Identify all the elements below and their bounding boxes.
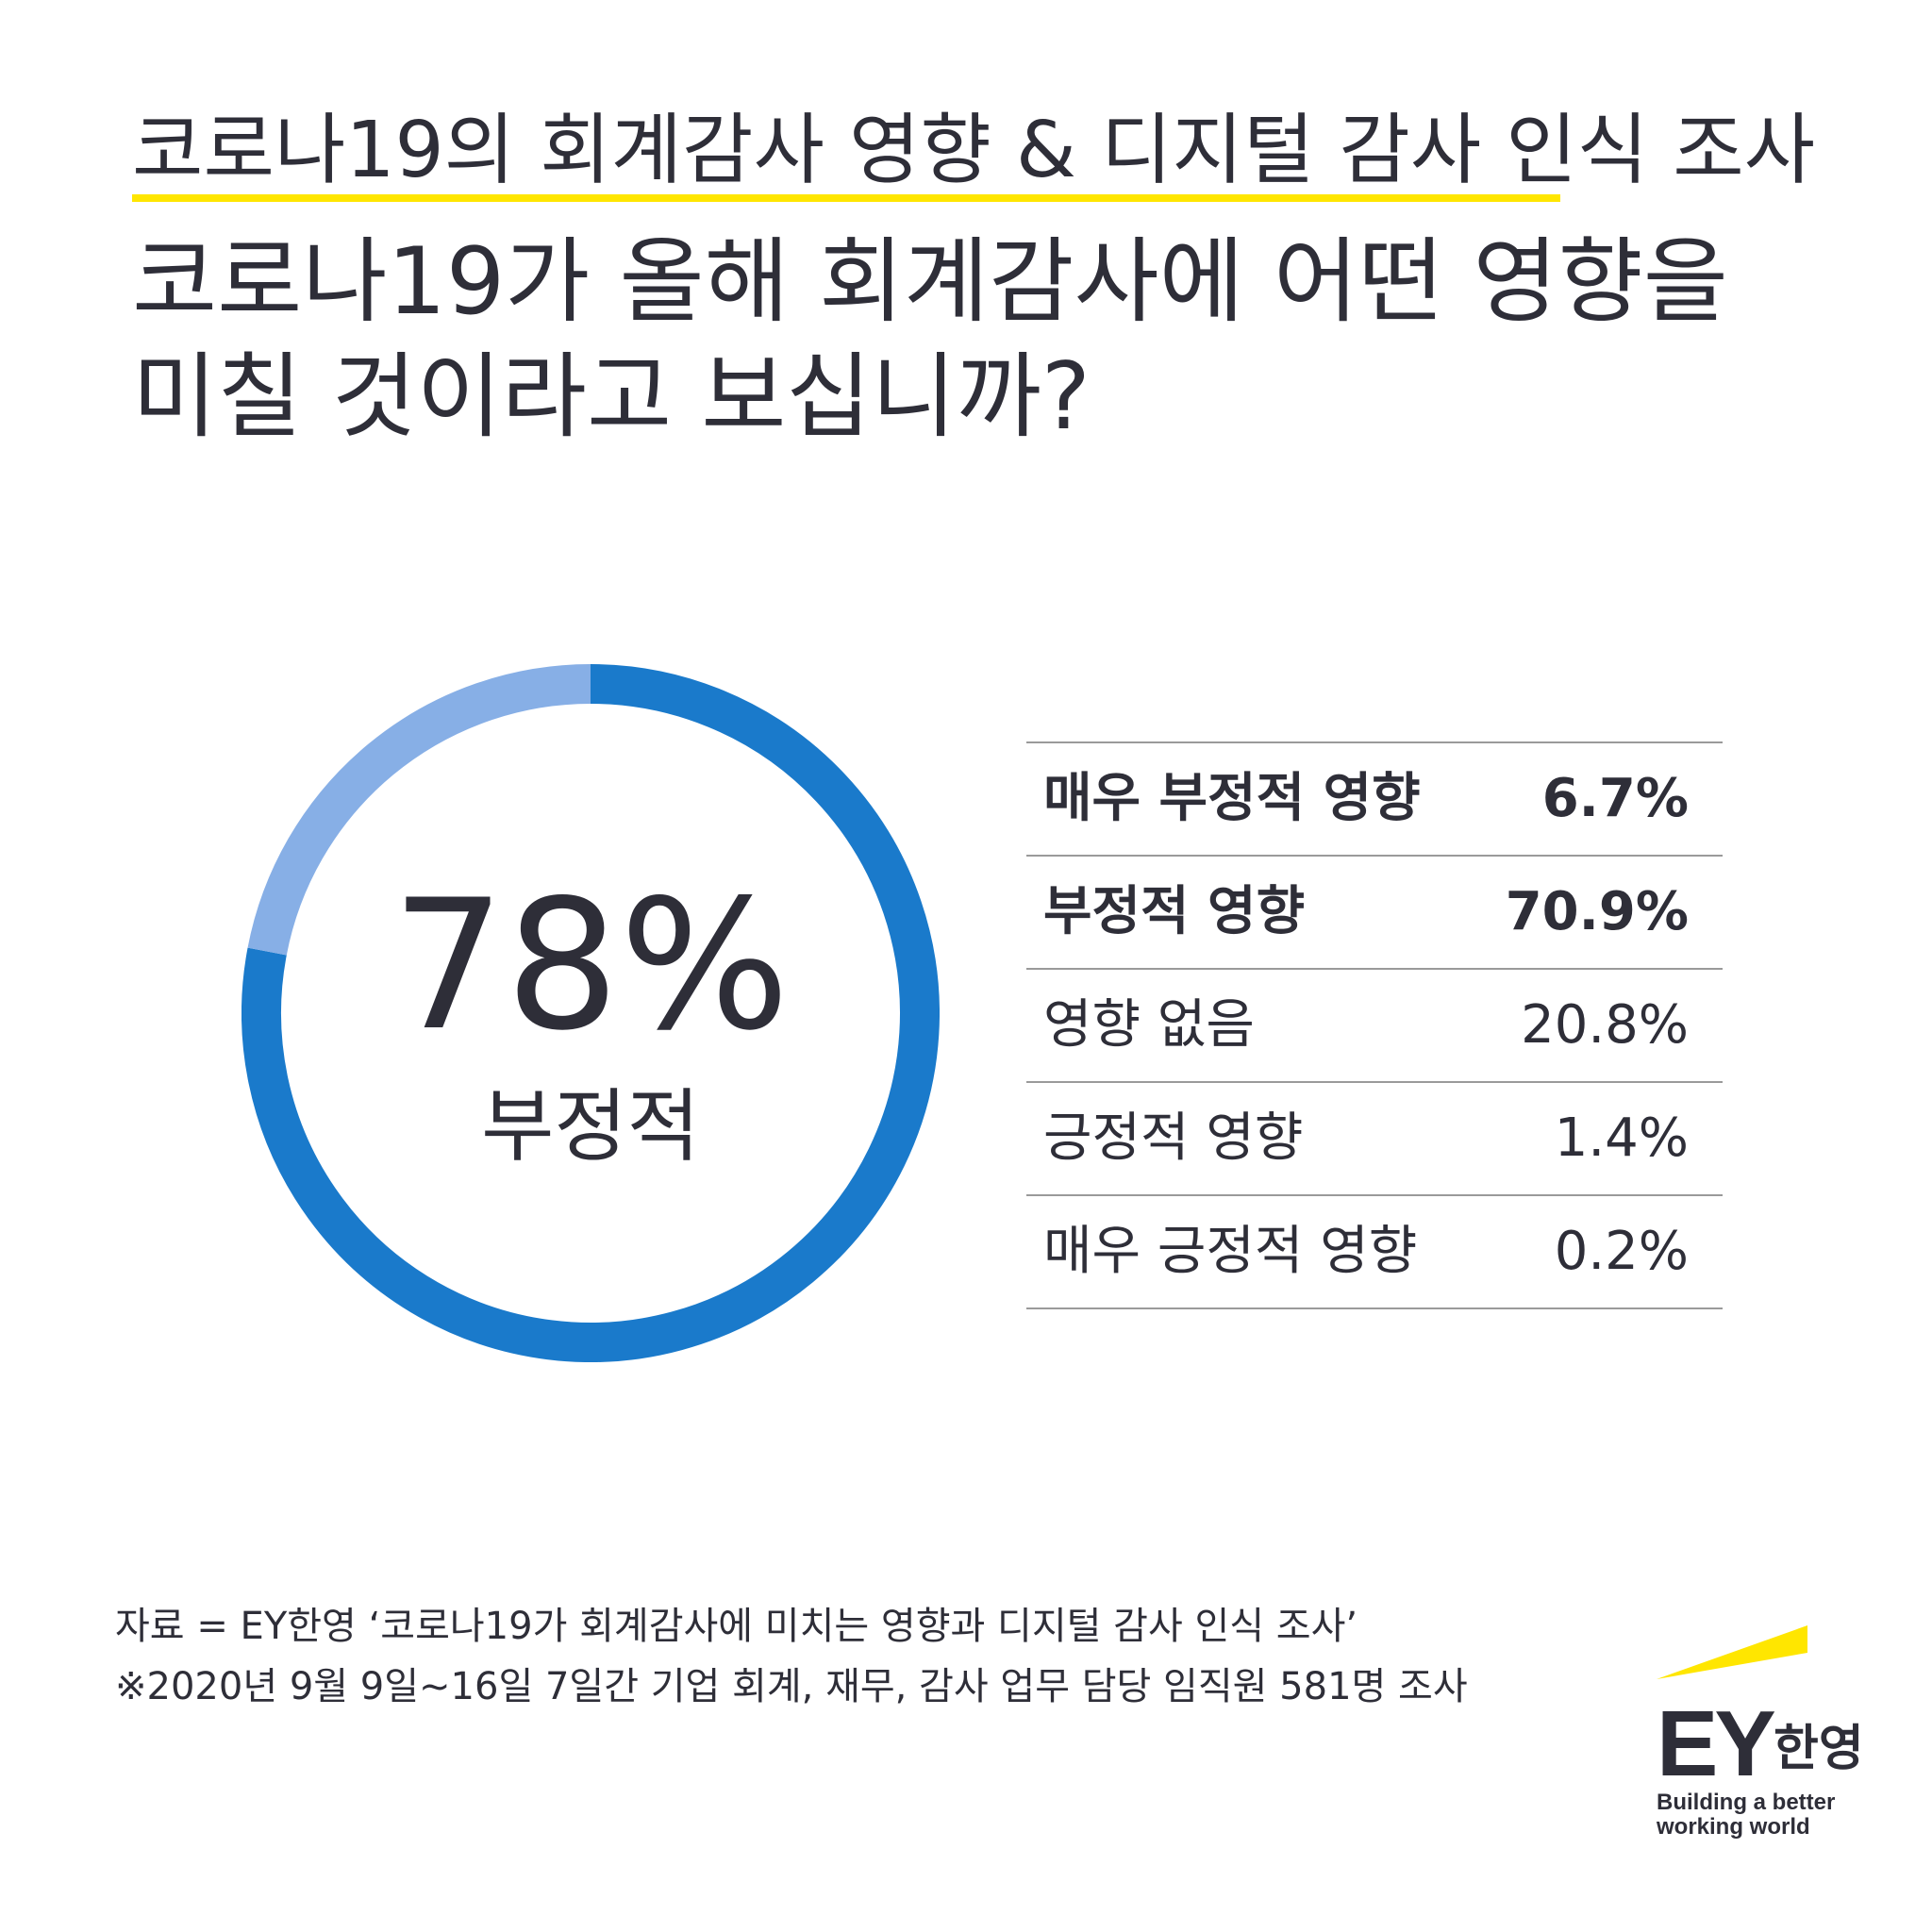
result-table: 매우 부정적 영향 6.7% 부정적 영향 70.9% 영향 없음 20.8% 긍정적 영향… <box>1026 741 1723 1309</box>
table-row: 긍정적 영향 1.4% <box>1026 1083 1723 1196</box>
row-label: 영향 없음 <box>1043 994 1255 1056</box>
footnote: 자료 = EY한영 ‘코로나19가 회계감사에 미치는 영향과 디지털 감사 인… <box>115 1596 1468 1717</box>
row-value: 20.8% <box>1521 994 1689 1056</box>
table-row: 영향 없음 20.8% <box>1026 970 1723 1083</box>
survey-note: ※2020년 9월 9일~16일 7일간 기업 회계, 재무, 감사 업무 담당… <box>115 1665 1468 1708</box>
page-title: 코로나19의 회계감사 영향 & 디지털 감사 인식 조사 <box>132 106 1816 195</box>
donut-svg <box>242 664 940 1362</box>
logo-tagline: Building a better working world <box>1657 1790 1883 1840</box>
row-value: 70.9% <box>1505 881 1689 942</box>
logo-tagline-line2: working world <box>1657 1814 1810 1840</box>
row-value: 0.2% <box>1554 1221 1689 1282</box>
table-row: 매우 부정적 영향 6.7% <box>1026 743 1723 857</box>
source-note: 자료 = EY한영 ‘코로나19가 회계감사에 미치는 영향과 디지털 감사 인… <box>115 1605 1358 1648</box>
table-row: 부정적 영향 70.9% <box>1026 857 1723 970</box>
ey-logo: EY 한영 Building a better working world <box>1657 1623 1883 1849</box>
donut-segment-0 <box>242 664 940 1362</box>
row-label: 매우 긍정적 영향 <box>1043 1221 1418 1282</box>
donut-center: 78% 부정적 <box>242 664 940 1362</box>
logo-beam-icon <box>1657 1625 1807 1679</box>
donut-segment-1 <box>247 664 591 956</box>
row-value: 1.4% <box>1554 1108 1689 1169</box>
row-value: 6.7% <box>1541 768 1689 829</box>
logo-brand-kr: 한영 <box>1774 1721 1864 1777</box>
logo-brand: EY <box>1657 1691 1776 1795</box>
row-label: 부정적 영향 <box>1043 881 1306 942</box>
summary-label: 부정적 <box>481 1080 700 1173</box>
row-label: 매우 부정적 영향 <box>1043 768 1421 829</box>
row-label: 긍정적 영향 <box>1043 1108 1304 1169</box>
logo-tagline-line1: Building a better <box>1657 1790 1836 1815</box>
donut-chart: 78% 부정적 <box>242 664 940 1362</box>
survey-question: 코로나19가 올해 회계감사에 어떤 영향을 미칠 것이라고 보십니까? <box>132 228 1728 451</box>
title-underline <box>132 194 1560 202</box>
summary-value: 78% <box>391 861 791 1070</box>
table-row: 매우 긍정적 영향 0.2% <box>1026 1196 1723 1309</box>
